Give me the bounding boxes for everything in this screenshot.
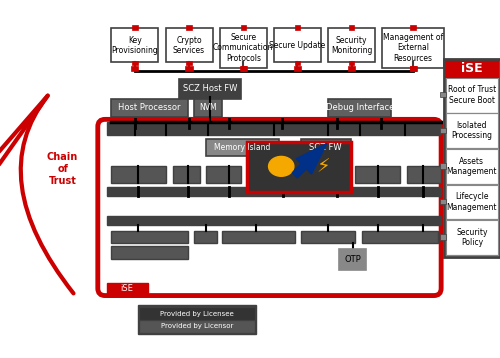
Bar (410, 66, 416, 71)
Text: Root of Trust
Secure Boot: Root of Trust Secure Boot (448, 86, 496, 105)
Bar (301, 231, 356, 243)
Bar (166, 28, 212, 62)
Text: Secure
Communication
Protocols: Secure Communication Protocols (213, 33, 274, 63)
Bar (112, 28, 158, 62)
Text: Memory Island: Memory Island (214, 143, 270, 152)
Ellipse shape (268, 156, 294, 176)
Bar (186, 25, 192, 30)
Text: ⚡: ⚡ (317, 157, 330, 176)
Text: Isolated
Processing: Isolated Processing (452, 121, 492, 140)
Bar (328, 28, 375, 62)
Bar (240, 25, 246, 30)
Bar (194, 231, 217, 243)
Bar (446, 113, 498, 148)
Bar (294, 66, 301, 72)
Text: Management of
External
Resources: Management of External Resources (383, 33, 444, 63)
Bar (138, 305, 256, 334)
Bar (247, 142, 351, 192)
Bar (440, 92, 446, 97)
Bar (222, 231, 295, 243)
Text: Provided by Licensor: Provided by Licensor (161, 323, 234, 329)
Bar (140, 308, 254, 319)
Bar (112, 231, 188, 243)
Text: Provided by Licensee: Provided by Licensee (160, 311, 234, 316)
Text: Host Processor: Host Processor (118, 103, 180, 112)
Bar (407, 166, 441, 183)
Text: OTP: OTP (344, 255, 361, 264)
Bar (240, 66, 247, 72)
Bar (444, 59, 500, 257)
Bar (301, 139, 351, 155)
Bar (446, 78, 498, 112)
Bar (194, 98, 222, 117)
Bar (220, 28, 267, 68)
Bar (112, 166, 166, 183)
Text: Crypto
Services: Crypto Services (173, 35, 205, 55)
Bar (186, 66, 192, 72)
Bar (348, 66, 356, 72)
Text: Security
Policy: Security Policy (456, 228, 488, 247)
Bar (132, 25, 138, 30)
Text: Secure Update: Secure Update (270, 41, 326, 50)
Bar (107, 283, 148, 294)
Text: Assets
Management: Assets Management (446, 157, 497, 176)
Bar (410, 66, 416, 72)
Bar (140, 321, 254, 332)
Bar (349, 61, 354, 65)
Bar (186, 61, 192, 65)
Bar (274, 28, 321, 62)
Bar (132, 61, 138, 65)
Text: Key
Provisioning: Key Provisioning (112, 35, 158, 55)
Bar (410, 25, 416, 30)
Bar (112, 246, 188, 258)
Bar (440, 163, 446, 169)
Bar (440, 199, 446, 204)
Bar (446, 220, 498, 255)
Bar (107, 216, 441, 225)
Text: SCZ FW: SCZ FW (309, 143, 342, 152)
Bar (328, 98, 392, 117)
Bar (446, 149, 498, 184)
Bar (339, 248, 366, 270)
Bar (112, 98, 188, 117)
Text: iSE: iSE (120, 284, 133, 293)
FancyArrow shape (292, 143, 327, 178)
Bar (206, 139, 279, 155)
Bar (382, 28, 444, 68)
Bar (446, 61, 498, 77)
FancyBboxPatch shape (98, 119, 441, 296)
Text: Chain
of
Trust: Chain of Trust (47, 153, 78, 186)
Bar (446, 185, 498, 219)
Bar (440, 234, 446, 240)
Text: Debug Interface: Debug Interface (326, 103, 394, 112)
Bar (356, 166, 401, 183)
Text: NVM: NVM (199, 103, 217, 112)
Bar (295, 25, 300, 30)
Bar (179, 79, 240, 98)
Text: Lifecycle
Management: Lifecycle Management (446, 192, 497, 212)
Text: iSE: iSE (461, 62, 482, 75)
Bar (131, 66, 138, 72)
Bar (107, 187, 441, 196)
Bar (206, 166, 240, 183)
Bar (240, 66, 246, 71)
Bar (173, 166, 200, 183)
Bar (295, 61, 300, 65)
Bar (107, 122, 441, 135)
Bar (349, 25, 354, 30)
Text: Security
Monitoring: Security Monitoring (331, 35, 372, 55)
Bar (362, 231, 438, 243)
Bar (440, 127, 446, 133)
Text: SCZ Host FW: SCZ Host FW (182, 84, 237, 93)
